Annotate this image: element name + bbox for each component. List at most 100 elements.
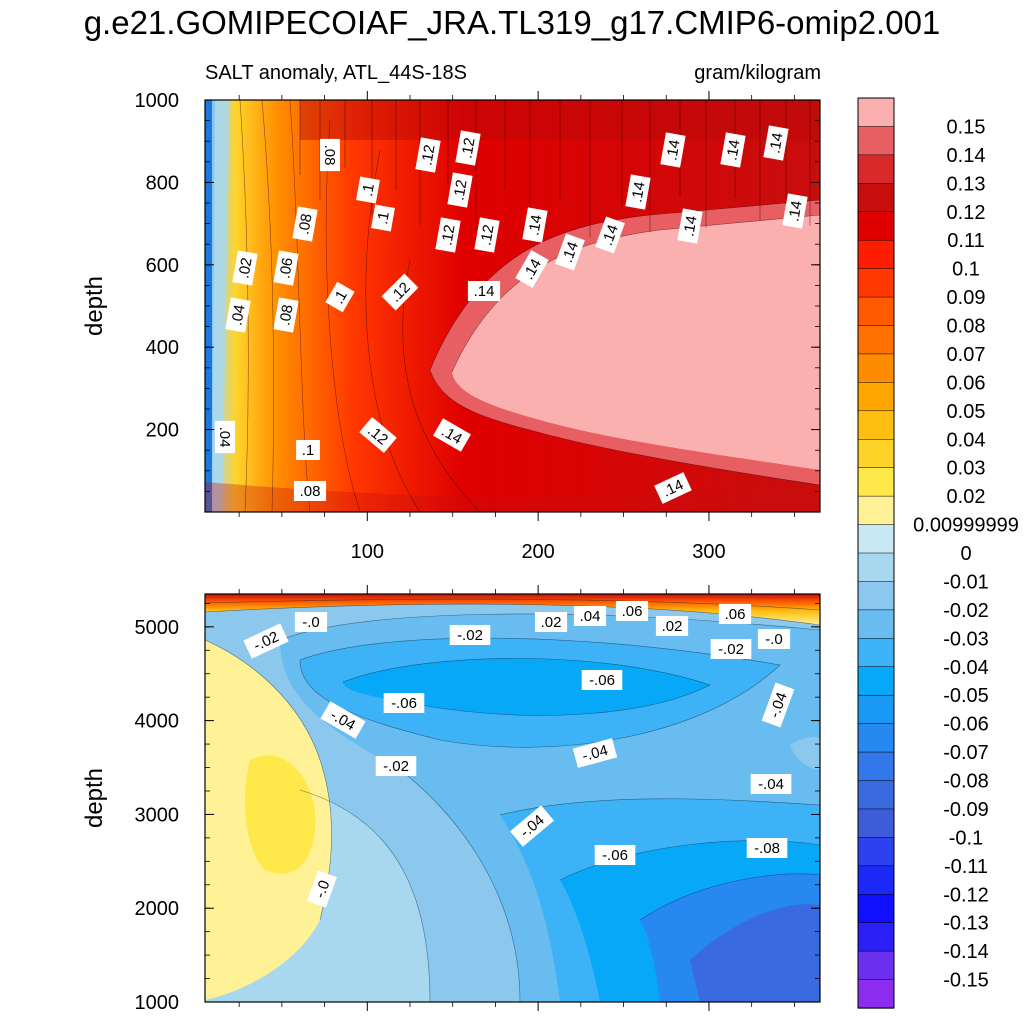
lower-contour-label-box <box>320 701 366 739</box>
upper-contour-label: .1 <box>302 442 315 459</box>
colorbar-swatch <box>857 325 895 355</box>
upper-y-tick-label: 600 <box>146 255 179 277</box>
upper-contour-label-box <box>433 418 471 452</box>
upper-x-tick-label: 200 <box>521 541 554 563</box>
lower-contour-label-box <box>655 616 689 636</box>
colorbar-label: 0.02 <box>947 486 986 508</box>
colorbar-label: 0.09 <box>947 287 986 309</box>
lower-contour-label-box <box>510 805 554 847</box>
colorbar-swatch <box>857 894 895 924</box>
subtitle-right: gram/kilogram <box>694 62 821 84</box>
colorbar-label: 0.15 <box>947 116 986 138</box>
colorbar-label: -0.15 <box>943 970 989 992</box>
upper-contour-label: .14 <box>680 214 700 237</box>
colorbar-label: -0.13 <box>943 913 989 935</box>
upper-contour-label-box <box>595 216 625 254</box>
upper-x-tick-label: 300 <box>692 541 725 563</box>
lower-contour-label-box <box>383 693 425 713</box>
upper-panel-field <box>205 100 820 512</box>
lower-contour-label-box <box>718 604 752 624</box>
upper-contour-label: .08 <box>321 145 338 166</box>
colorbar-label: 0.1 <box>952 259 980 281</box>
upper-contour-label: .1 <box>359 182 378 197</box>
colorbar-swatch <box>857 239 895 270</box>
upper-contour-label-box <box>356 176 380 204</box>
colorbar-swatch <box>857 865 895 895</box>
upper-contour-label: .14 <box>525 213 545 236</box>
lower-contour-label: .04 <box>580 608 601 625</box>
colorbar-swatch <box>857 495 895 526</box>
upper-contour-label-box <box>447 172 473 208</box>
colorbar-swatch <box>857 467 895 497</box>
lower-contour-label: .06 <box>725 606 746 623</box>
colorbar-label: 0.05 <box>947 401 986 423</box>
upper-contour-label-box <box>720 132 746 168</box>
colorbar-label: 0.13 <box>947 173 986 195</box>
colorbar-swatch <box>857 922 895 952</box>
upper-contour-label: .02 <box>235 256 255 279</box>
colorbar-label: -0.05 <box>943 685 989 707</box>
lower-contour-label: -.02 <box>383 758 409 775</box>
colorbar-swatch <box>857 211 895 241</box>
colorbar-label: 0.12 <box>947 202 986 224</box>
upper-contour-label-box <box>455 130 481 166</box>
colorbar-swatch <box>857 126 895 156</box>
colorbar-label: 0.04 <box>947 429 986 451</box>
upper-contour-label: .14 <box>599 222 622 247</box>
lower-contour-label-box <box>594 845 636 865</box>
lower-contour-label-box <box>710 639 752 659</box>
lower-contour-label: -.0 <box>302 614 320 631</box>
colorbar-swatch <box>857 552 895 583</box>
upper-contour-label: .14 <box>628 180 648 203</box>
lower-y-tick-label: 5000 <box>135 617 180 639</box>
upper-contour-label: .08 <box>300 483 321 500</box>
lower-contour-label-box <box>449 625 491 645</box>
lower-contour-label: .02 <box>541 614 562 631</box>
upper-contour-label-box <box>225 297 251 333</box>
upper-contour-label-box <box>296 440 320 460</box>
upper-y-tick-label: 400 <box>146 337 179 359</box>
colorbar-swatch <box>857 609 895 639</box>
subtitle-left: SALT anomaly, ATL_44S-18S <box>205 62 468 84</box>
colorbar-swatch <box>857 296 895 327</box>
colorbar-label: -0.01 <box>943 571 989 593</box>
upper-y-tick-label: 800 <box>146 172 179 194</box>
colorbar-swatch <box>857 751 895 782</box>
upper-contour-label-box <box>522 207 548 243</box>
lower-contour-label-box <box>307 870 337 908</box>
colorbar-swatch <box>857 780 895 810</box>
lower-y-tick-label: 1000 <box>135 992 180 1014</box>
lower-contour-label: -.06 <box>602 847 628 864</box>
colorbar-label: -0.11 <box>944 856 988 878</box>
colorbar-swatch <box>857 410 895 440</box>
upper-contour-label-box <box>660 132 686 168</box>
colorbar-swatch <box>857 638 895 668</box>
upper-contour-label-box <box>625 174 651 210</box>
upper-contour-label: .14 <box>723 138 743 161</box>
upper-contour-label-box <box>325 281 355 313</box>
colorbar-label: 0.08 <box>947 316 986 338</box>
upper-contour-label-box <box>435 217 461 253</box>
upper-contour-label: .14 <box>663 138 683 161</box>
colorbar-swatch <box>857 950 895 981</box>
lower-contour-label: -.04 <box>580 742 609 765</box>
upper-contour-label: .04 <box>216 427 233 448</box>
lower-y-axis-label: depth <box>81 768 108 828</box>
lower-contour-label: -.04 <box>758 776 784 793</box>
colorbar-label: 0.00999999 <box>913 515 1019 537</box>
lower-contour-label-box <box>534 612 568 632</box>
upper-contour-label: .1 <box>374 210 393 225</box>
upper-contour-label: .06 <box>276 256 296 279</box>
colorbar-label: 0.14 <box>947 145 986 167</box>
upper-contour-label-box <box>232 250 258 286</box>
upper-contour-label-box <box>474 217 500 253</box>
upper-contour-label-box <box>763 125 789 161</box>
lower-y-tick-label: 4000 <box>135 711 180 733</box>
lower-contour-label: .06 <box>622 603 643 620</box>
colorbar-swatch <box>857 183 895 213</box>
upper-contour-label-box <box>654 472 692 504</box>
colorbar-label: -0.14 <box>943 941 989 963</box>
lower-contour-label-box <box>375 756 417 776</box>
upper-contour-label-box <box>215 420 235 454</box>
